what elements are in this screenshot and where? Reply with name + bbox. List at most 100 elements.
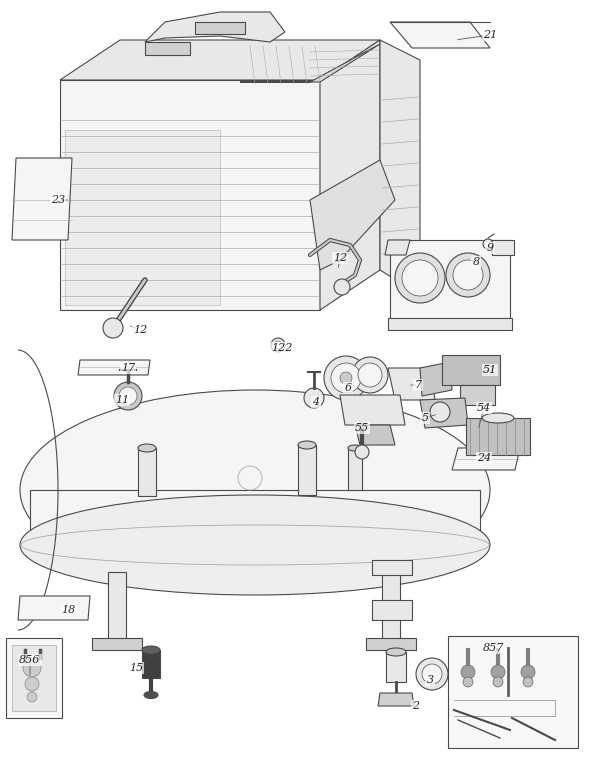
- Polygon shape: [388, 318, 512, 330]
- Polygon shape: [108, 572, 126, 640]
- Ellipse shape: [138, 444, 156, 452]
- Polygon shape: [388, 368, 435, 400]
- Polygon shape: [378, 693, 414, 706]
- Circle shape: [463, 677, 473, 687]
- Ellipse shape: [144, 691, 158, 698]
- Circle shape: [334, 279, 350, 295]
- Bar: [12, 645, 56, 711]
- Polygon shape: [460, 385, 495, 405]
- Bar: [298, 445, 316, 495]
- Circle shape: [493, 677, 503, 687]
- Circle shape: [119, 387, 137, 405]
- Polygon shape: [60, 40, 380, 80]
- Bar: [6, 638, 62, 718]
- Text: 17: 17: [121, 363, 135, 373]
- Polygon shape: [366, 638, 416, 650]
- Polygon shape: [442, 355, 500, 385]
- Circle shape: [324, 356, 368, 400]
- Ellipse shape: [20, 495, 490, 595]
- Circle shape: [491, 665, 505, 679]
- Bar: [138, 448, 156, 496]
- Polygon shape: [420, 362, 452, 396]
- Circle shape: [352, 357, 388, 393]
- Text: 3: 3: [427, 675, 434, 685]
- Ellipse shape: [482, 413, 514, 423]
- Bar: [386, 652, 406, 682]
- Circle shape: [521, 665, 535, 679]
- Circle shape: [402, 260, 438, 296]
- Circle shape: [331, 363, 361, 393]
- Polygon shape: [195, 22, 245, 34]
- Polygon shape: [60, 80, 320, 310]
- Ellipse shape: [386, 648, 406, 656]
- Text: 8: 8: [473, 257, 480, 267]
- Text: 857: 857: [483, 643, 504, 653]
- Circle shape: [304, 388, 324, 408]
- Text: 51: 51: [483, 365, 497, 375]
- Circle shape: [358, 363, 382, 387]
- Bar: [142, 650, 160, 678]
- Polygon shape: [12, 158, 72, 240]
- Polygon shape: [380, 40, 420, 295]
- Text: 4: 4: [313, 397, 320, 407]
- Circle shape: [483, 239, 493, 249]
- Ellipse shape: [20, 390, 490, 590]
- Text: 11: 11: [115, 395, 129, 405]
- Polygon shape: [240, 44, 380, 82]
- Circle shape: [446, 253, 490, 297]
- Polygon shape: [355, 425, 395, 445]
- Polygon shape: [145, 42, 190, 55]
- Polygon shape: [78, 360, 150, 375]
- Polygon shape: [310, 160, 395, 270]
- Text: 6: 6: [345, 383, 352, 393]
- Bar: [348, 448, 362, 490]
- Bar: [448, 636, 578, 748]
- Polygon shape: [30, 490, 480, 545]
- Circle shape: [355, 445, 369, 459]
- Polygon shape: [372, 560, 412, 575]
- Polygon shape: [18, 596, 90, 620]
- Circle shape: [453, 260, 483, 290]
- Text: 12: 12: [133, 325, 147, 335]
- Text: 2: 2: [412, 701, 419, 711]
- Ellipse shape: [142, 646, 160, 654]
- Polygon shape: [65, 130, 220, 305]
- Polygon shape: [420, 398, 468, 428]
- Polygon shape: [490, 240, 514, 255]
- Polygon shape: [390, 240, 510, 320]
- Text: 9: 9: [486, 243, 494, 253]
- Circle shape: [274, 341, 282, 349]
- Polygon shape: [382, 572, 400, 640]
- Circle shape: [114, 382, 142, 410]
- Circle shape: [340, 372, 352, 384]
- Text: 15: 15: [129, 663, 143, 673]
- Circle shape: [430, 402, 450, 422]
- Text: 21: 21: [483, 30, 497, 40]
- Circle shape: [27, 692, 37, 702]
- Polygon shape: [320, 40, 380, 310]
- Text: 122: 122: [271, 343, 293, 353]
- Text: 18: 18: [61, 605, 75, 615]
- Polygon shape: [452, 448, 520, 470]
- Text: 856: 856: [19, 655, 41, 665]
- Circle shape: [395, 253, 445, 303]
- Polygon shape: [372, 600, 412, 620]
- Ellipse shape: [298, 441, 316, 449]
- Polygon shape: [92, 638, 142, 650]
- Text: 23: 23: [51, 195, 65, 205]
- Circle shape: [422, 664, 442, 684]
- Circle shape: [23, 659, 41, 677]
- Text: 24: 24: [477, 453, 491, 463]
- Polygon shape: [385, 240, 410, 255]
- Text: 55: 55: [355, 423, 369, 433]
- Circle shape: [416, 658, 448, 690]
- Circle shape: [103, 318, 123, 338]
- Text: 7: 7: [414, 380, 422, 390]
- Circle shape: [271, 338, 285, 352]
- Text: 5: 5: [421, 413, 428, 423]
- Circle shape: [523, 677, 533, 687]
- Polygon shape: [145, 12, 285, 42]
- Polygon shape: [390, 22, 490, 48]
- Circle shape: [461, 665, 475, 679]
- Polygon shape: [340, 395, 405, 425]
